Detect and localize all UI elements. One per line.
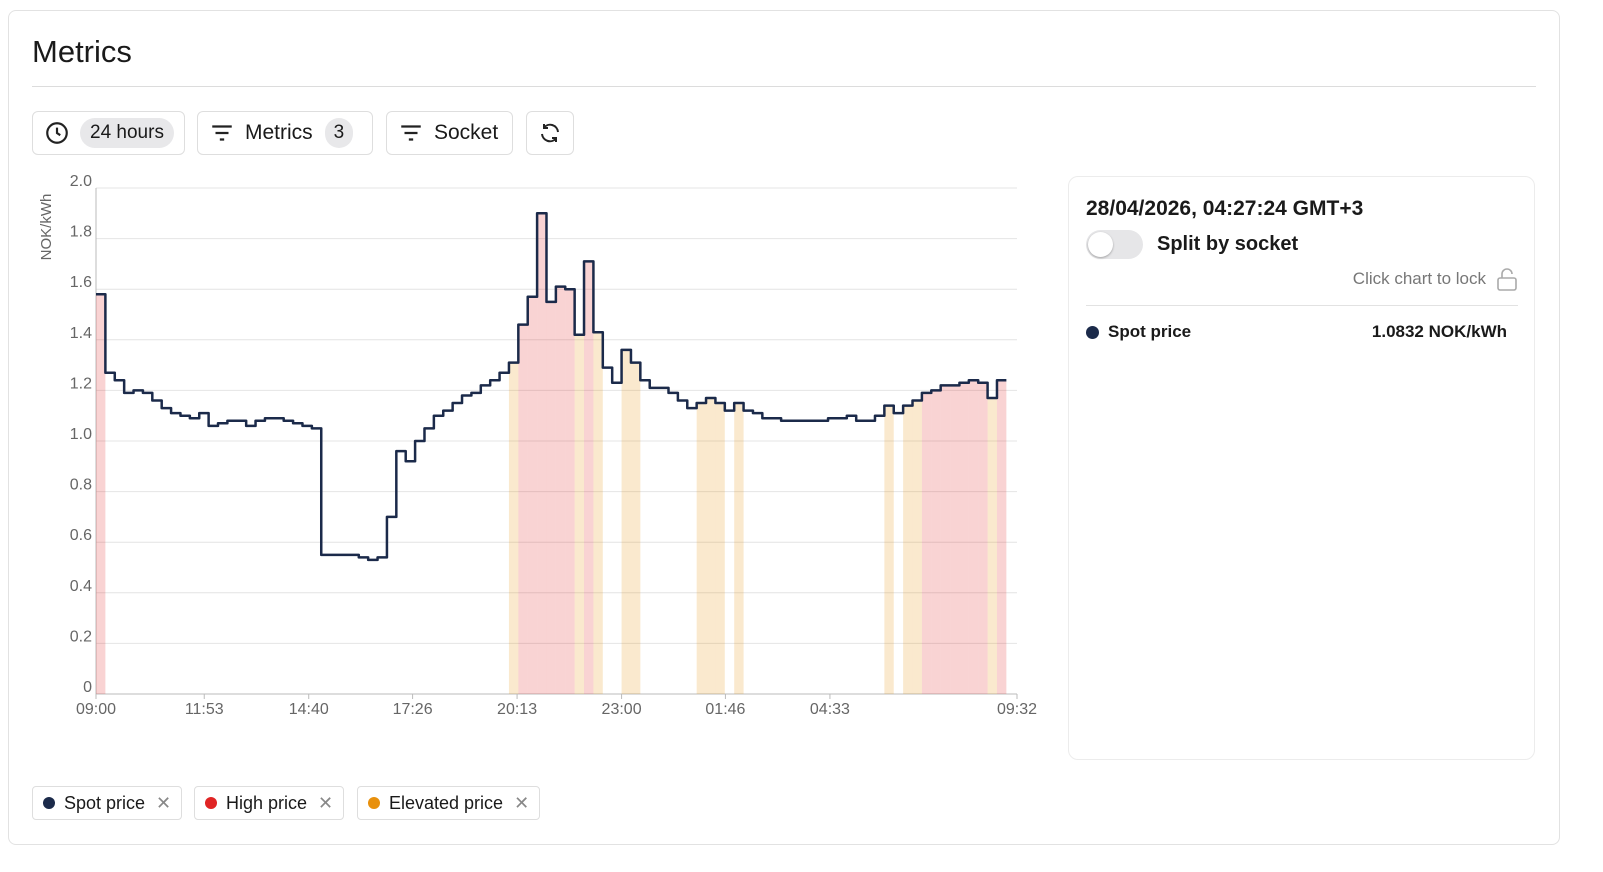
toggle-label: Split by socket [1157,233,1299,255]
y-tick-label: 0.6 [70,527,92,544]
price-band [921,392,932,694]
lock-icon [1497,268,1517,291]
refresh-icon [541,123,559,143]
price-band [527,296,538,694]
price-band [706,397,716,694]
side-panel: 28/04/2026, 04:27:24 GMT+3 Split by sock… [1068,176,1535,760]
remove-icon[interactable]: ✕ [318,792,334,813]
x-tick-label: 23:00 [602,701,642,718]
legend-chip[interactable]: High price ✕ [194,786,345,820]
price-band [715,403,725,694]
price-band [950,385,960,694]
price-band [518,324,528,694]
price-band [903,405,913,694]
legend-label: Elevated price [389,792,504,813]
price-band [555,286,566,694]
price-band [96,294,106,694]
price-band [987,397,997,694]
metrics-label: Metrics [245,121,313,144]
x-tick-label: 14:40 [289,701,329,718]
price-band [584,261,594,694]
spot-price-line [96,212,1007,562]
price-band [996,380,1007,694]
socket-button[interactable]: Socket [386,111,513,155]
x-tick-label: 04:33 [810,701,850,718]
price-band [565,289,575,694]
price-band [959,382,969,694]
price-band [931,390,941,694]
metrics-button[interactable]: Metrics 3 [197,111,373,155]
price-band [546,301,556,694]
toggle-knob [1088,232,1113,257]
y-tick-label: 0.4 [70,578,92,595]
lock-hint: Click chart to lock [1352,269,1486,288]
row-dot [1086,325,1099,339]
x-tick-label: 11:53 [185,701,224,718]
y-tick-label: 0.8 [70,477,92,494]
y-tick-label: 1.4 [70,325,92,342]
divider [32,86,1536,87]
legend-dot [43,797,55,809]
y-tick-label: 1.6 [70,274,92,291]
price-band [884,405,894,694]
y-tick-label: 0 [83,679,92,696]
socket-label: Socket [434,121,499,144]
filter-icon [212,125,232,141]
remove-icon[interactable]: ✕ [514,792,530,813]
legend-label: Spot price [64,792,146,813]
clock-icon [46,122,68,144]
filter-icon [401,125,421,141]
metrics-count: 3 [324,118,354,148]
price-band [734,403,744,694]
legend-dot [205,797,217,809]
legend-label: High price [226,792,308,813]
y-tick-label: 1.2 [70,375,92,392]
panel-row: Spot price 1.0832 NOK/kWh [1086,322,1507,342]
x-tick-label: 09:32 [997,701,1037,718]
y-tick-label: 1.0 [70,426,92,443]
panel-divider [1086,305,1518,306]
range-label: 24 hours [80,118,174,148]
y-tick-label: 2.0 [70,173,92,190]
x-tick-label: 20:13 [497,701,537,718]
row-value: 1.0832 NOK/kWh [1371,322,1507,341]
row-name: Spot price [1108,322,1192,341]
price-band [696,403,707,694]
price-band [912,400,922,694]
timestamp: 28/04/2026, 04:27:24 GMT+3 [1086,197,1364,220]
y-tick-label: 1.8 [70,224,92,241]
x-tick-label: 09:00 [76,701,116,718]
price-band [508,362,519,694]
y-axis-label: NOK/kWh [38,194,55,261]
metrics-card [8,10,1560,845]
range-button[interactable]: 24 hours [32,111,185,155]
y-tick-label: 0.2 [70,628,92,645]
price-band [940,385,951,694]
legend-chip[interactable]: Spot price ✕ [32,786,183,820]
split-toggle[interactable] [1086,230,1143,259]
x-tick-label: 17:26 [393,701,433,718]
price-band [968,380,979,694]
remove-icon[interactable]: ✕ [156,792,172,813]
legend-chip[interactable]: Elevated price ✕ [357,786,541,820]
price-band [537,213,547,695]
title: Metrics [32,34,132,69]
x-tick-label: 01:46 [705,701,745,718]
price-band [621,349,631,694]
legend-dot [368,797,380,809]
price-band [574,334,585,694]
price-band [593,332,603,694]
price-band [978,382,988,694]
price-band [630,362,641,694]
refresh-button[interactable] [526,111,574,155]
